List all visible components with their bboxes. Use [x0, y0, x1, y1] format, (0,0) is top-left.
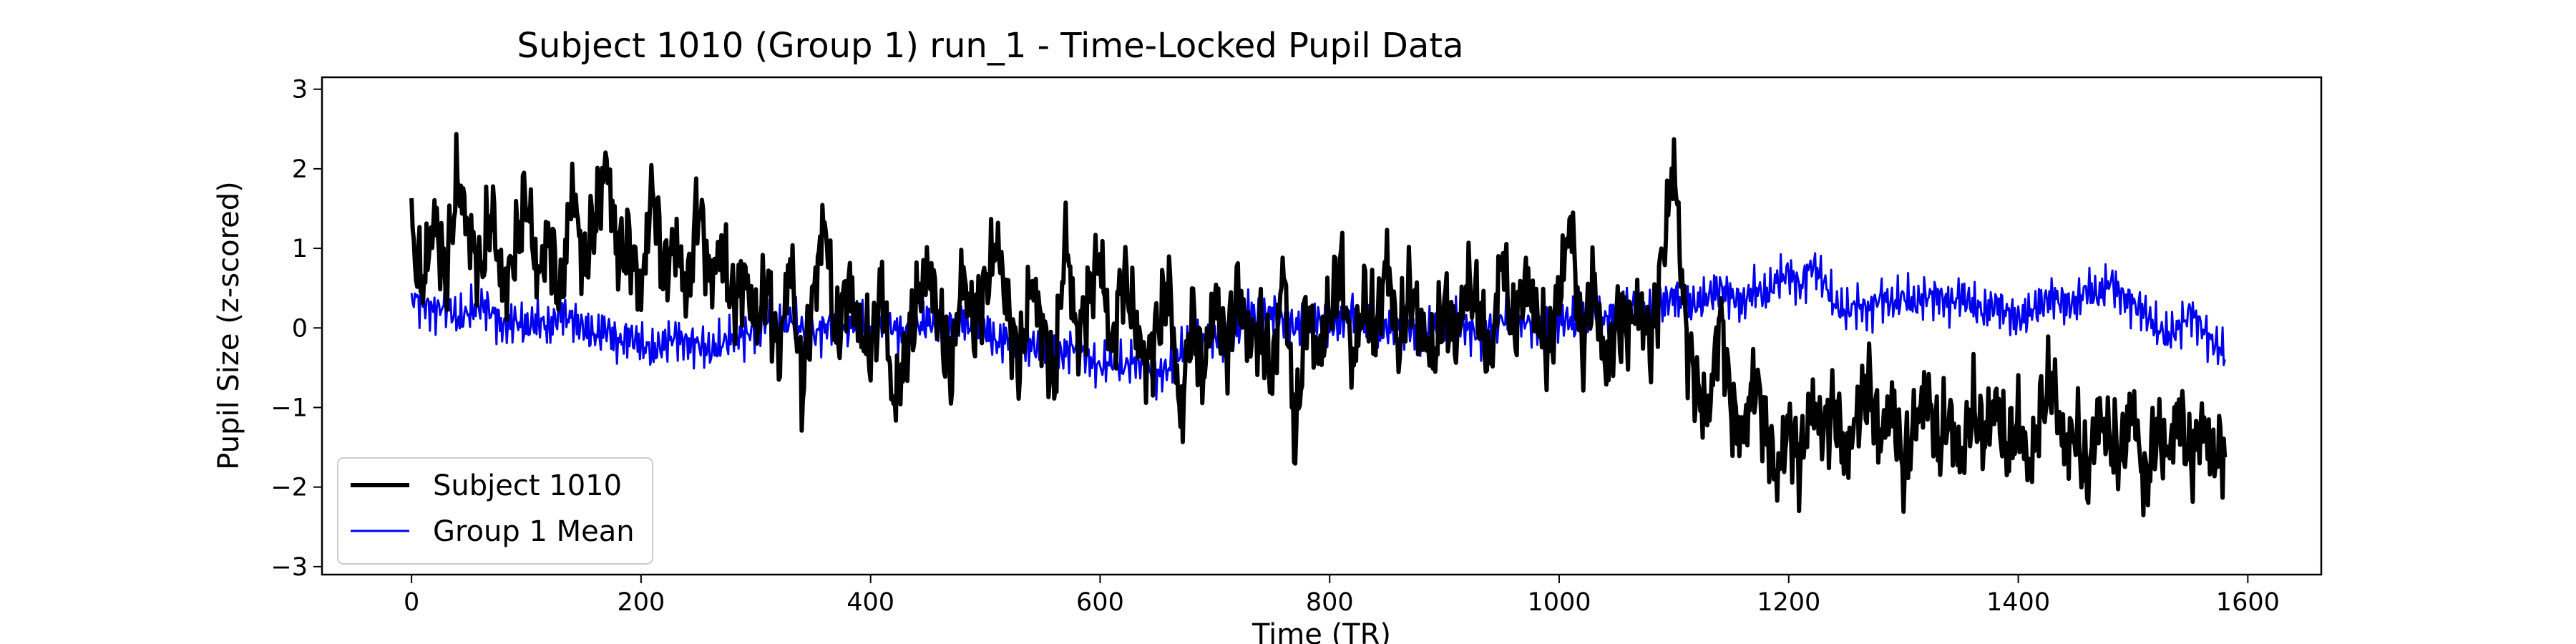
x-axis-title: Time (TR)	[1252, 618, 1391, 644]
series-line-group-mean	[410, 252, 2226, 401]
x-tick-label: 600	[1076, 588, 1124, 617]
y-tick-label: 1	[292, 235, 308, 263]
x-tick-label: 1000	[1527, 588, 1591, 617]
series-line-subject	[409, 132, 2228, 517]
y-tick-label: −1	[270, 394, 308, 422]
x-tick-label: 800	[1306, 588, 1354, 617]
plot-frame	[321, 76, 2323, 576]
legend-label-subject: Subject 1010	[433, 469, 622, 502]
x-tick-label: 400	[847, 588, 894, 617]
y-tick-label: −2	[270, 474, 308, 502]
x-tick-label: 1200	[1757, 588, 1820, 617]
x-tick-label: 1600	[2216, 588, 2280, 617]
y-tick-label: 0	[292, 314, 308, 343]
y-tick-label: −3	[270, 553, 308, 582]
legend-box	[337, 457, 653, 565]
y-tick-label: 2	[292, 155, 308, 184]
y-axis-title: Pupil Size (z-scored)	[213, 181, 245, 469]
y-tick-label: 3	[292, 76, 308, 104]
legend: Subject 1010 Group 1 Mean	[337, 457, 653, 565]
chart-title: Subject 1010 (Group 1) run_1 - Time-Lock…	[517, 26, 1463, 66]
x-tick-label: 200	[617, 588, 665, 617]
legend-label-group-mean: Group 1 Mean	[433, 515, 635, 548]
x-tick-label: 0	[404, 588, 419, 617]
x-tick-label: 1400	[1986, 588, 2050, 617]
